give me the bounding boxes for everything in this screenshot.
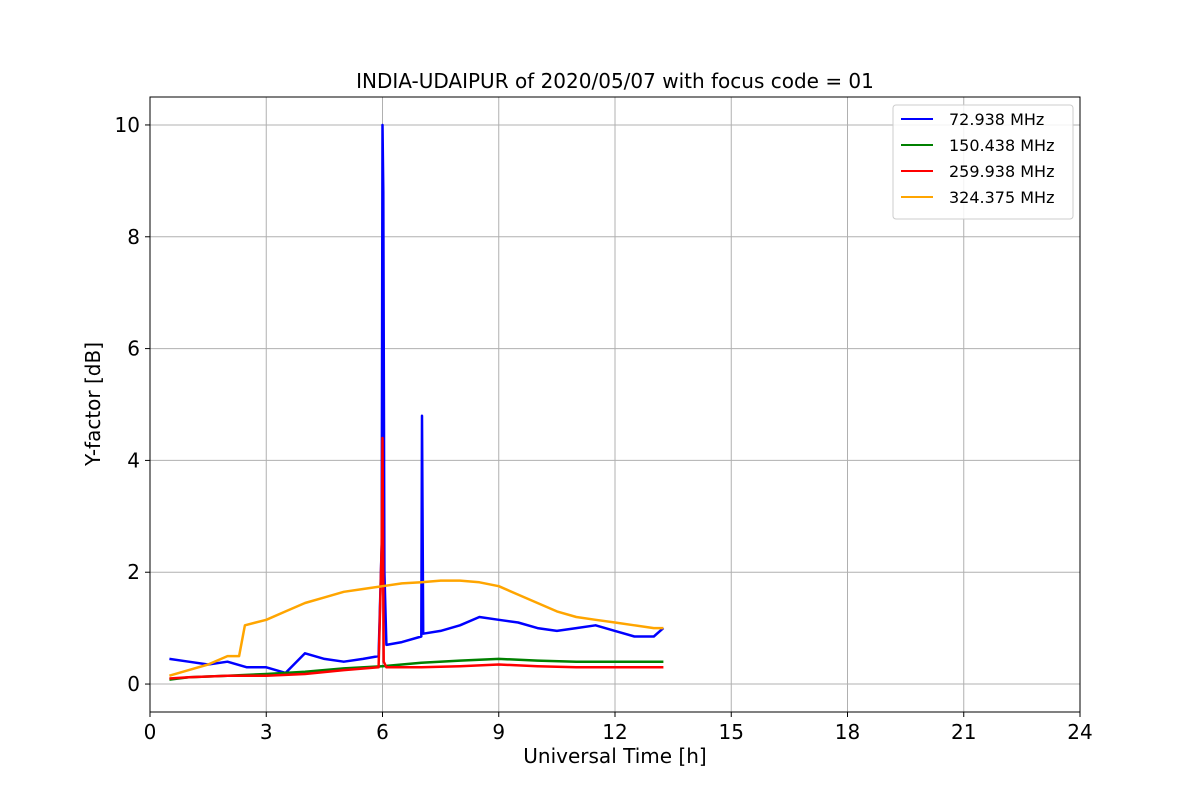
- series-line-4: [169, 579, 664, 677]
- x-tick-label: 0: [144, 720, 157, 744]
- x-axis-label: Universal Time [h]: [523, 744, 706, 768]
- legend: 72.938 MHz 150.438 MHz 259.938 MHz 324.375 …: [892, 104, 1074, 220]
- legend-label: 150.438 MHz: [949, 136, 1054, 155]
- legend-label: 72.938 MHz: [949, 110, 1044, 129]
- x-tick-label: 15: [719, 720, 744, 744]
- series-line-1: [169, 123, 665, 675]
- x-tick-label: 9: [492, 720, 505, 744]
- x-tick-label: 6: [376, 720, 389, 744]
- y-tick-label: 4: [127, 448, 140, 472]
- y-axis-label: Y-factor [dB]: [81, 342, 105, 467]
- x-tick-label: 18: [835, 720, 860, 744]
- y-tick-label: 6: [127, 337, 140, 361]
- x-tick-label: 24: [1067, 720, 1092, 744]
- x-tick-label: 12: [602, 720, 627, 744]
- chart-title: INDIA-UDAIPUR of 2020/05/07 with focus c…: [356, 69, 874, 93]
- legend-box: [892, 104, 1074, 220]
- legend-label: 259.938 MHz: [949, 162, 1054, 181]
- x-tick-label: 3: [260, 720, 273, 744]
- series-layer: [169, 123, 665, 681]
- y-tick-label: 8: [127, 225, 140, 249]
- x-tick-label: 21: [951, 720, 976, 744]
- legend-label: 324.375 MHz: [949, 188, 1054, 207]
- series-line-3: [169, 436, 664, 680]
- y-tick-label: 10: [115, 113, 140, 137]
- y-tick-label: 0: [127, 672, 140, 696]
- y-tick-label: 2: [127, 560, 140, 584]
